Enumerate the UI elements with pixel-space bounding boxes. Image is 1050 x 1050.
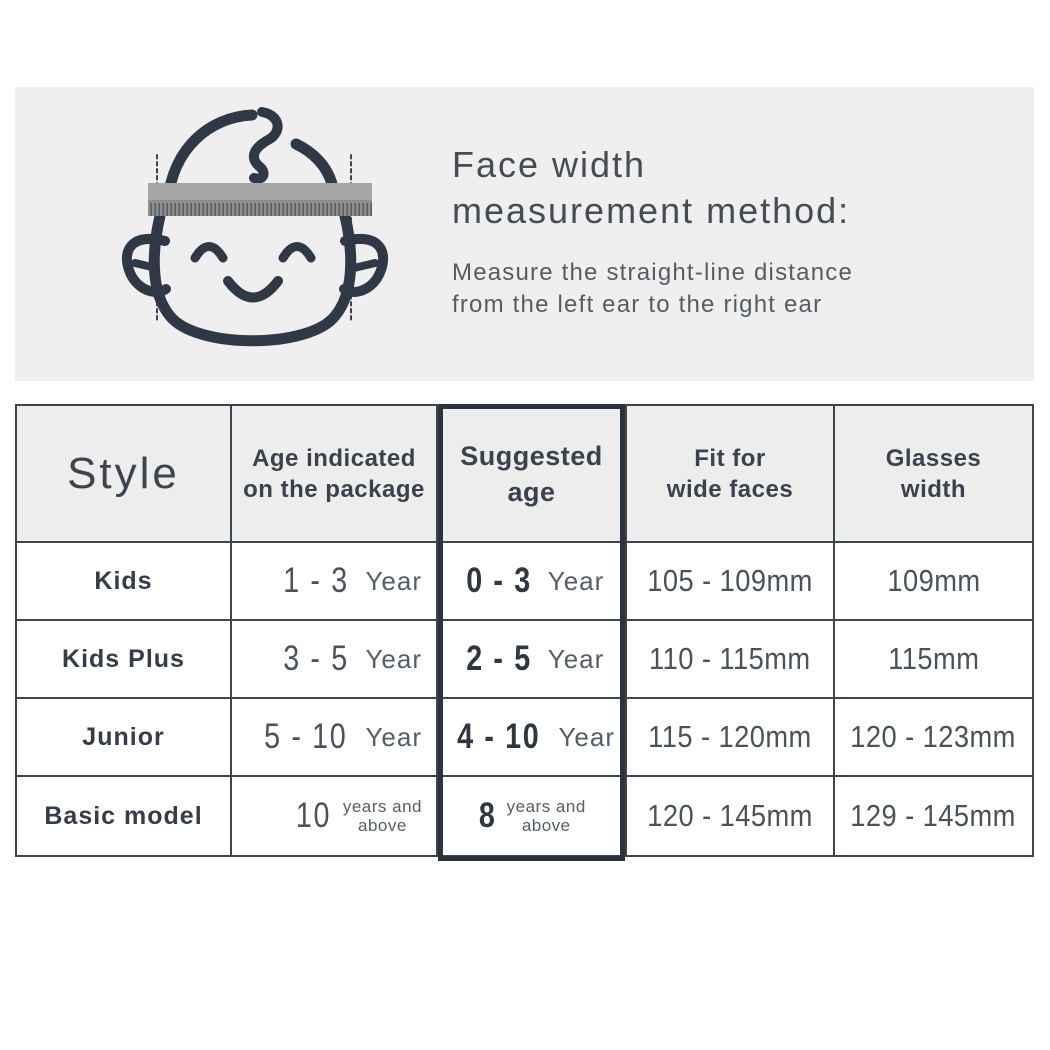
header-suggested-age: Suggested age	[438, 406, 627, 543]
fit-cell: 105 - 109mm	[627, 543, 835, 621]
band-ticks	[148, 203, 372, 216]
panel-title-line2: measurement method:	[452, 190, 851, 231]
face-width-measurement-icon	[121, 107, 389, 347]
panel-title-line1: Face width	[452, 144, 647, 185]
suggested-age-cell: 4 - 10 Year	[438, 699, 627, 777]
measurement-panel: Face width measurement method: Measure t…	[15, 87, 1034, 381]
header-age-package: Age indicated on the package	[232, 406, 438, 543]
measuring-band	[148, 183, 372, 216]
age-package-cell: 3 - 5 Year	[232, 621, 438, 699]
panel-subtitle-line2: from the left ear to the right ear	[452, 291, 823, 318]
suggested-age-cell: 8 years and above	[438, 777, 627, 855]
style-cell: Kids Plus	[17, 621, 232, 699]
left-eye	[190, 242, 228, 263]
style-cell: Junior	[17, 699, 232, 777]
fit-cell: 120 - 145mm	[627, 777, 835, 855]
age-package-cell: 5 - 10 Year	[232, 699, 438, 777]
face-outline	[148, 210, 357, 347]
panel-subtitle-line1: Measure the straight-line distance	[452, 259, 853, 286]
suggested-age-cell: 2 - 5 Year	[438, 621, 627, 699]
style-cell: Basic model	[17, 777, 232, 855]
glasses-cell: 109mm	[835, 543, 1032, 621]
size-table-wrapper: Style Age indicated on the package Sugge…	[15, 404, 1034, 861]
left-ear-inner	[131, 259, 160, 272]
style-cell: Kids	[17, 543, 232, 621]
fit-cell: 110 - 115mm	[627, 621, 835, 699]
smile	[223, 276, 283, 303]
header-style: Style	[17, 406, 232, 543]
panel-title: Face width measurement method:	[452, 142, 850, 234]
right-ear-inner	[350, 259, 379, 272]
left-ear	[121, 234, 171, 297]
header-fit-wide-faces: Fit for wide faces	[627, 406, 835, 543]
right-ear	[339, 234, 389, 297]
glasses-cell: 129 - 145mm	[835, 777, 1032, 855]
size-table: Style Age indicated on the package Sugge…	[15, 404, 1034, 857]
right-eye	[278, 242, 316, 263]
panel-subtitle: Measure the straight-line distance from …	[452, 257, 853, 321]
fit-cell: 115 - 120mm	[627, 699, 835, 777]
hair-curl	[248, 107, 283, 184]
age-package-cell: 10 years and above	[232, 777, 438, 855]
suggested-age-cell: 0 - 3 Year	[438, 543, 627, 621]
age-package-cell: 1 - 3 Year	[232, 543, 438, 621]
glasses-cell: 120 - 123mm	[835, 699, 1032, 777]
header-glasses-width: Glasses width	[835, 406, 1032, 543]
head-outline	[290, 138, 338, 190]
glasses-cell: 115mm	[835, 621, 1032, 699]
